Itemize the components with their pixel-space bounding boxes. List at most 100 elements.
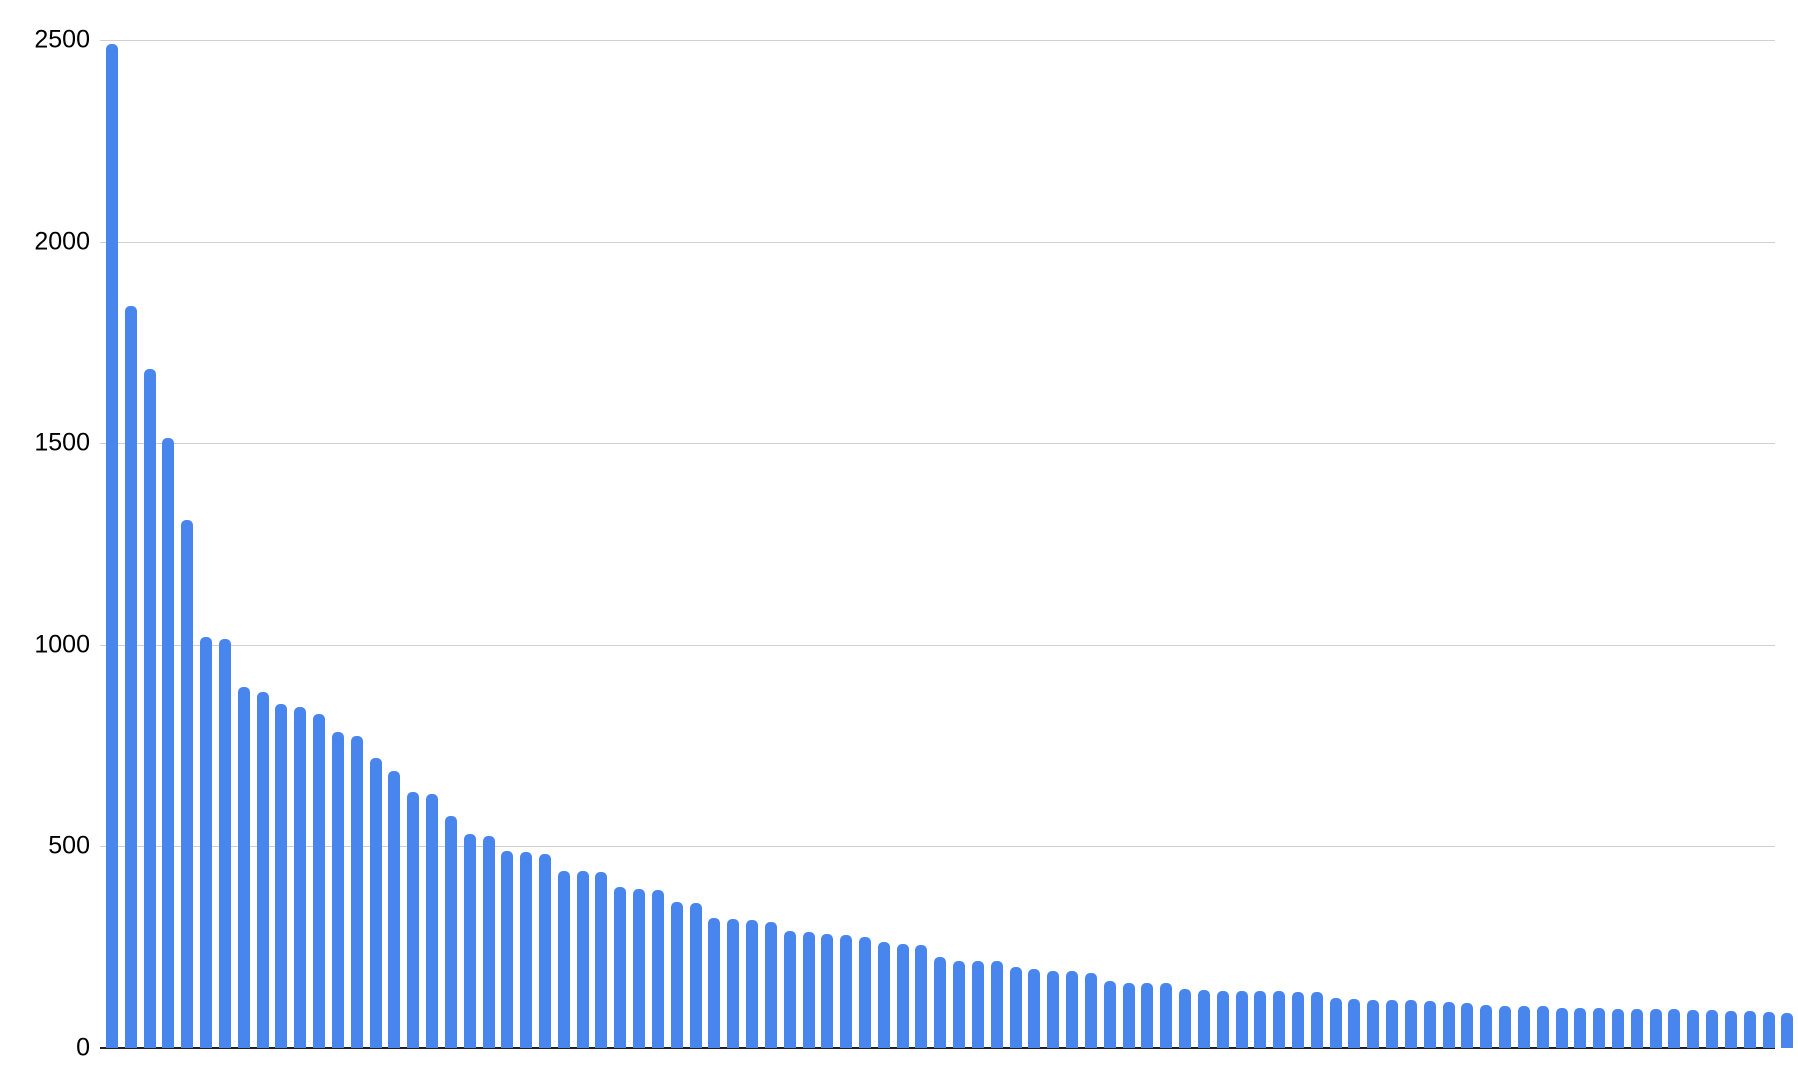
bar[interactable] [1499, 1005, 1512, 1048]
bar[interactable] [990, 960, 1003, 1048]
bar[interactable] [1084, 973, 1097, 1048]
bar[interactable] [1122, 982, 1135, 1048]
bar[interactable] [181, 519, 194, 1048]
y-axis-tick-label: 2500 [34, 25, 90, 54]
bar[interactable] [482, 835, 495, 1048]
bar[interactable] [1216, 990, 1229, 1048]
gridline [100, 40, 1775, 41]
bar[interactable] [1724, 1010, 1737, 1048]
bar[interactable] [407, 792, 420, 1048]
bar[interactable] [1197, 990, 1210, 1048]
bar[interactable] [1179, 988, 1192, 1048]
bar[interactable] [1404, 1000, 1417, 1048]
bar[interactable] [520, 852, 533, 1048]
bar[interactable] [1612, 1008, 1625, 1048]
bar[interactable] [953, 960, 966, 1048]
bar[interactable] [783, 931, 796, 1048]
bar[interactable] [595, 871, 608, 1048]
bar[interactable] [538, 854, 551, 1048]
y-axis: 0 500 1000 1500 2000 2500 [0, 0, 90, 1092]
bar[interactable] [1555, 1007, 1568, 1048]
bar[interactable] [1687, 1009, 1700, 1048]
gridline [100, 443, 1775, 445]
bar[interactable] [633, 889, 646, 1048]
bar[interactable] [1743, 1011, 1756, 1048]
bar[interactable] [1348, 998, 1361, 1048]
bar[interactable] [1649, 1008, 1662, 1048]
bar[interactable] [802, 932, 815, 1048]
gridline [100, 846, 1775, 848]
bar[interactable] [764, 921, 777, 1048]
bar[interactable] [162, 437, 175, 1048]
bar[interactable] [877, 942, 890, 1048]
bar[interactable] [1574, 1008, 1587, 1048]
bar[interactable] [1141, 983, 1154, 1048]
bar[interactable] [369, 758, 382, 1048]
bar[interactable] [1386, 1000, 1399, 1048]
bar[interactable] [670, 901, 683, 1048]
bar[interactable] [1536, 1006, 1549, 1048]
bar[interactable] [840, 935, 853, 1048]
bar[interactable] [1066, 971, 1079, 1048]
bar[interactable] [614, 886, 627, 1048]
bar[interactable] [1442, 1002, 1455, 1048]
bar[interactable] [1160, 983, 1173, 1048]
bar[interactable] [1047, 970, 1060, 1048]
bar[interactable] [859, 936, 871, 1048]
bar[interactable] [501, 850, 514, 1048]
bar[interactable] [727, 918, 740, 1048]
bar[interactable] [896, 944, 909, 1048]
bar[interactable] [463, 834, 476, 1048]
bar[interactable] [1329, 998, 1342, 1048]
bar[interactable] [1668, 1008, 1681, 1048]
bar[interactable] [1291, 991, 1304, 1048]
bar[interactable] [1706, 1010, 1719, 1048]
bar[interactable] [388, 771, 401, 1048]
bar[interactable] [200, 636, 213, 1048]
bar[interactable] [237, 686, 250, 1048]
bar[interactable] [746, 919, 759, 1048]
bar[interactable] [1480, 1005, 1493, 1048]
bar[interactable] [934, 956, 947, 1048]
bar[interactable] [651, 889, 664, 1048]
bar[interactable] [1103, 981, 1116, 1048]
bar[interactable] [1517, 1006, 1530, 1048]
bar[interactable] [218, 638, 231, 1048]
bar[interactable] [1367, 1000, 1380, 1048]
bar[interactable] [426, 793, 439, 1048]
bar[interactable] [1254, 991, 1267, 1048]
bar[interactable] [557, 870, 570, 1048]
y-axis-tick-label: 1500 [34, 428, 90, 457]
bar[interactable] [444, 815, 457, 1048]
y-axis-tick-label: 2000 [34, 227, 90, 256]
bar[interactable] [915, 945, 928, 1048]
bar[interactable] [1028, 968, 1041, 1048]
bar[interactable] [331, 731, 344, 1048]
bar[interactable] [350, 735, 363, 1048]
bar[interactable] [1593, 1008, 1606, 1048]
bar[interactable] [1273, 991, 1286, 1048]
bar[interactable] [1423, 1000, 1436, 1048]
bar[interactable] [1781, 1013, 1794, 1048]
bar[interactable] [821, 934, 834, 1048]
bar[interactable] [124, 306, 137, 1048]
bar[interactable] [1310, 992, 1323, 1048]
bar[interactable] [1009, 966, 1022, 1048]
bar[interactable] [1630, 1008, 1643, 1048]
bar[interactable] [313, 714, 326, 1048]
bar[interactable] [275, 704, 288, 1048]
bar[interactable] [689, 903, 702, 1048]
bar[interactable] [294, 706, 307, 1048]
bar[interactable] [256, 691, 269, 1048]
bar[interactable] [708, 918, 721, 1048]
bar[interactable] [1235, 990, 1248, 1048]
bar[interactable] [143, 368, 156, 1048]
plot-area [100, 40, 1794, 1049]
bar[interactable] [1461, 1002, 1474, 1048]
y-axis-tick-label: 0 [76, 1033, 90, 1062]
bar[interactable] [106, 44, 118, 1048]
bar[interactable] [971, 960, 984, 1048]
bar[interactable] [1762, 1011, 1775, 1048]
bar[interactable] [576, 871, 589, 1048]
